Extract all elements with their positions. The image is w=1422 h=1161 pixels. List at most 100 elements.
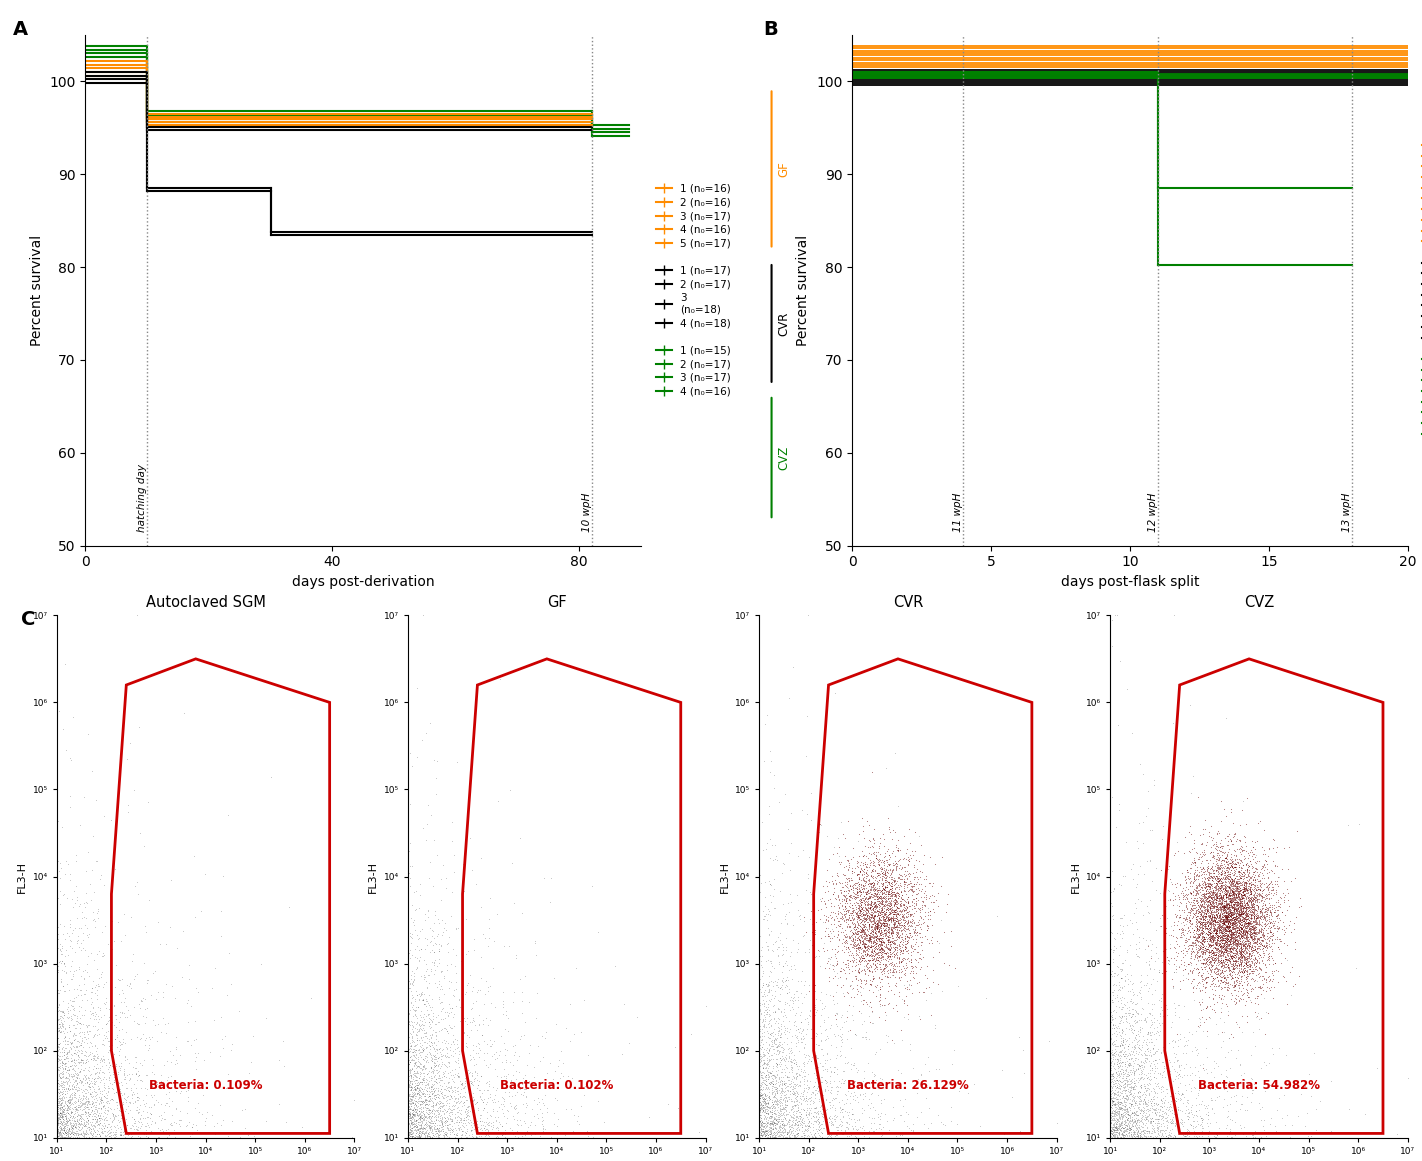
Point xyxy=(58,1022,81,1040)
Point xyxy=(1230,961,1253,980)
Point xyxy=(798,1005,820,1024)
Point xyxy=(418,997,441,1016)
Point xyxy=(1216,916,1239,935)
Point xyxy=(491,1099,513,1118)
Point xyxy=(518,1116,540,1134)
Point xyxy=(772,1075,795,1094)
Point xyxy=(1223,896,1246,915)
Point xyxy=(1105,1105,1128,1124)
Point xyxy=(424,1117,447,1135)
Point xyxy=(46,1081,68,1099)
Point xyxy=(1241,895,1264,914)
Point xyxy=(415,1094,438,1112)
Point xyxy=(424,1069,447,1088)
Point xyxy=(107,1021,129,1039)
Point xyxy=(880,917,903,936)
Point xyxy=(1101,1103,1123,1122)
Point xyxy=(169,1117,192,1135)
Point xyxy=(1233,951,1256,969)
Point xyxy=(1166,1082,1189,1101)
Point xyxy=(1213,900,1236,918)
Point xyxy=(889,911,912,930)
Point xyxy=(862,923,884,942)
Point xyxy=(407,1083,429,1102)
Point xyxy=(867,910,890,929)
Point xyxy=(462,1012,485,1031)
Point xyxy=(1234,954,1257,973)
Point xyxy=(50,1059,73,1077)
Point xyxy=(1264,881,1287,900)
Point xyxy=(766,1095,789,1113)
Point xyxy=(1230,928,1253,946)
Point xyxy=(67,958,90,976)
Point xyxy=(906,1108,929,1126)
Point xyxy=(417,1116,439,1134)
Point xyxy=(408,929,431,947)
Point xyxy=(867,922,890,940)
Point xyxy=(1213,926,1236,945)
Point xyxy=(47,1021,70,1039)
Point xyxy=(850,1073,873,1091)
Point xyxy=(768,1103,791,1122)
Point xyxy=(462,978,485,996)
Point xyxy=(1213,969,1236,988)
Point xyxy=(1187,848,1210,866)
Point xyxy=(867,921,890,939)
Point xyxy=(1209,936,1231,954)
Point xyxy=(68,1018,91,1037)
Point xyxy=(452,1096,475,1115)
Point xyxy=(1192,911,1214,930)
Point xyxy=(1105,1070,1128,1089)
Point xyxy=(1183,863,1206,881)
Point xyxy=(81,902,104,921)
Point xyxy=(762,1009,785,1027)
Point xyxy=(1229,890,1251,909)
Point xyxy=(48,981,71,1000)
Point xyxy=(1231,870,1254,888)
Point xyxy=(1207,921,1230,939)
Point xyxy=(869,944,892,962)
Point xyxy=(1113,1112,1136,1131)
Point xyxy=(1273,1086,1295,1104)
Point xyxy=(1169,1101,1192,1119)
Point xyxy=(1234,888,1257,907)
Point xyxy=(55,1008,78,1026)
Point xyxy=(1221,828,1244,846)
Point xyxy=(856,914,879,932)
Point xyxy=(408,986,431,1004)
Point xyxy=(1231,908,1254,926)
Point xyxy=(751,1026,774,1045)
Point xyxy=(421,1126,444,1145)
Point xyxy=(80,1118,102,1137)
Point xyxy=(74,1116,97,1134)
Point xyxy=(776,1091,799,1110)
Point xyxy=(82,1026,105,1045)
Point xyxy=(1223,949,1246,967)
Point xyxy=(786,1122,809,1140)
Point xyxy=(875,868,897,887)
Point xyxy=(421,1010,444,1029)
Point xyxy=(802,1120,825,1139)
Point xyxy=(410,1127,432,1146)
Point xyxy=(1169,908,1192,926)
Point xyxy=(1221,947,1244,966)
Point xyxy=(853,917,876,936)
Point xyxy=(749,1116,772,1134)
Point xyxy=(884,894,907,913)
Point xyxy=(1109,1094,1132,1112)
Point xyxy=(425,1108,448,1126)
Point xyxy=(397,1059,419,1077)
Point xyxy=(1150,1077,1173,1096)
Point xyxy=(424,914,447,932)
Point xyxy=(752,1005,775,1024)
Point xyxy=(425,1106,448,1125)
Point xyxy=(397,1119,419,1138)
Point xyxy=(764,1069,786,1088)
Point xyxy=(754,1122,776,1140)
Point xyxy=(400,1060,422,1079)
Point xyxy=(1224,929,1247,947)
Point xyxy=(410,1109,432,1127)
Point xyxy=(1109,1125,1132,1144)
Point xyxy=(896,894,919,913)
Point xyxy=(1220,942,1243,960)
